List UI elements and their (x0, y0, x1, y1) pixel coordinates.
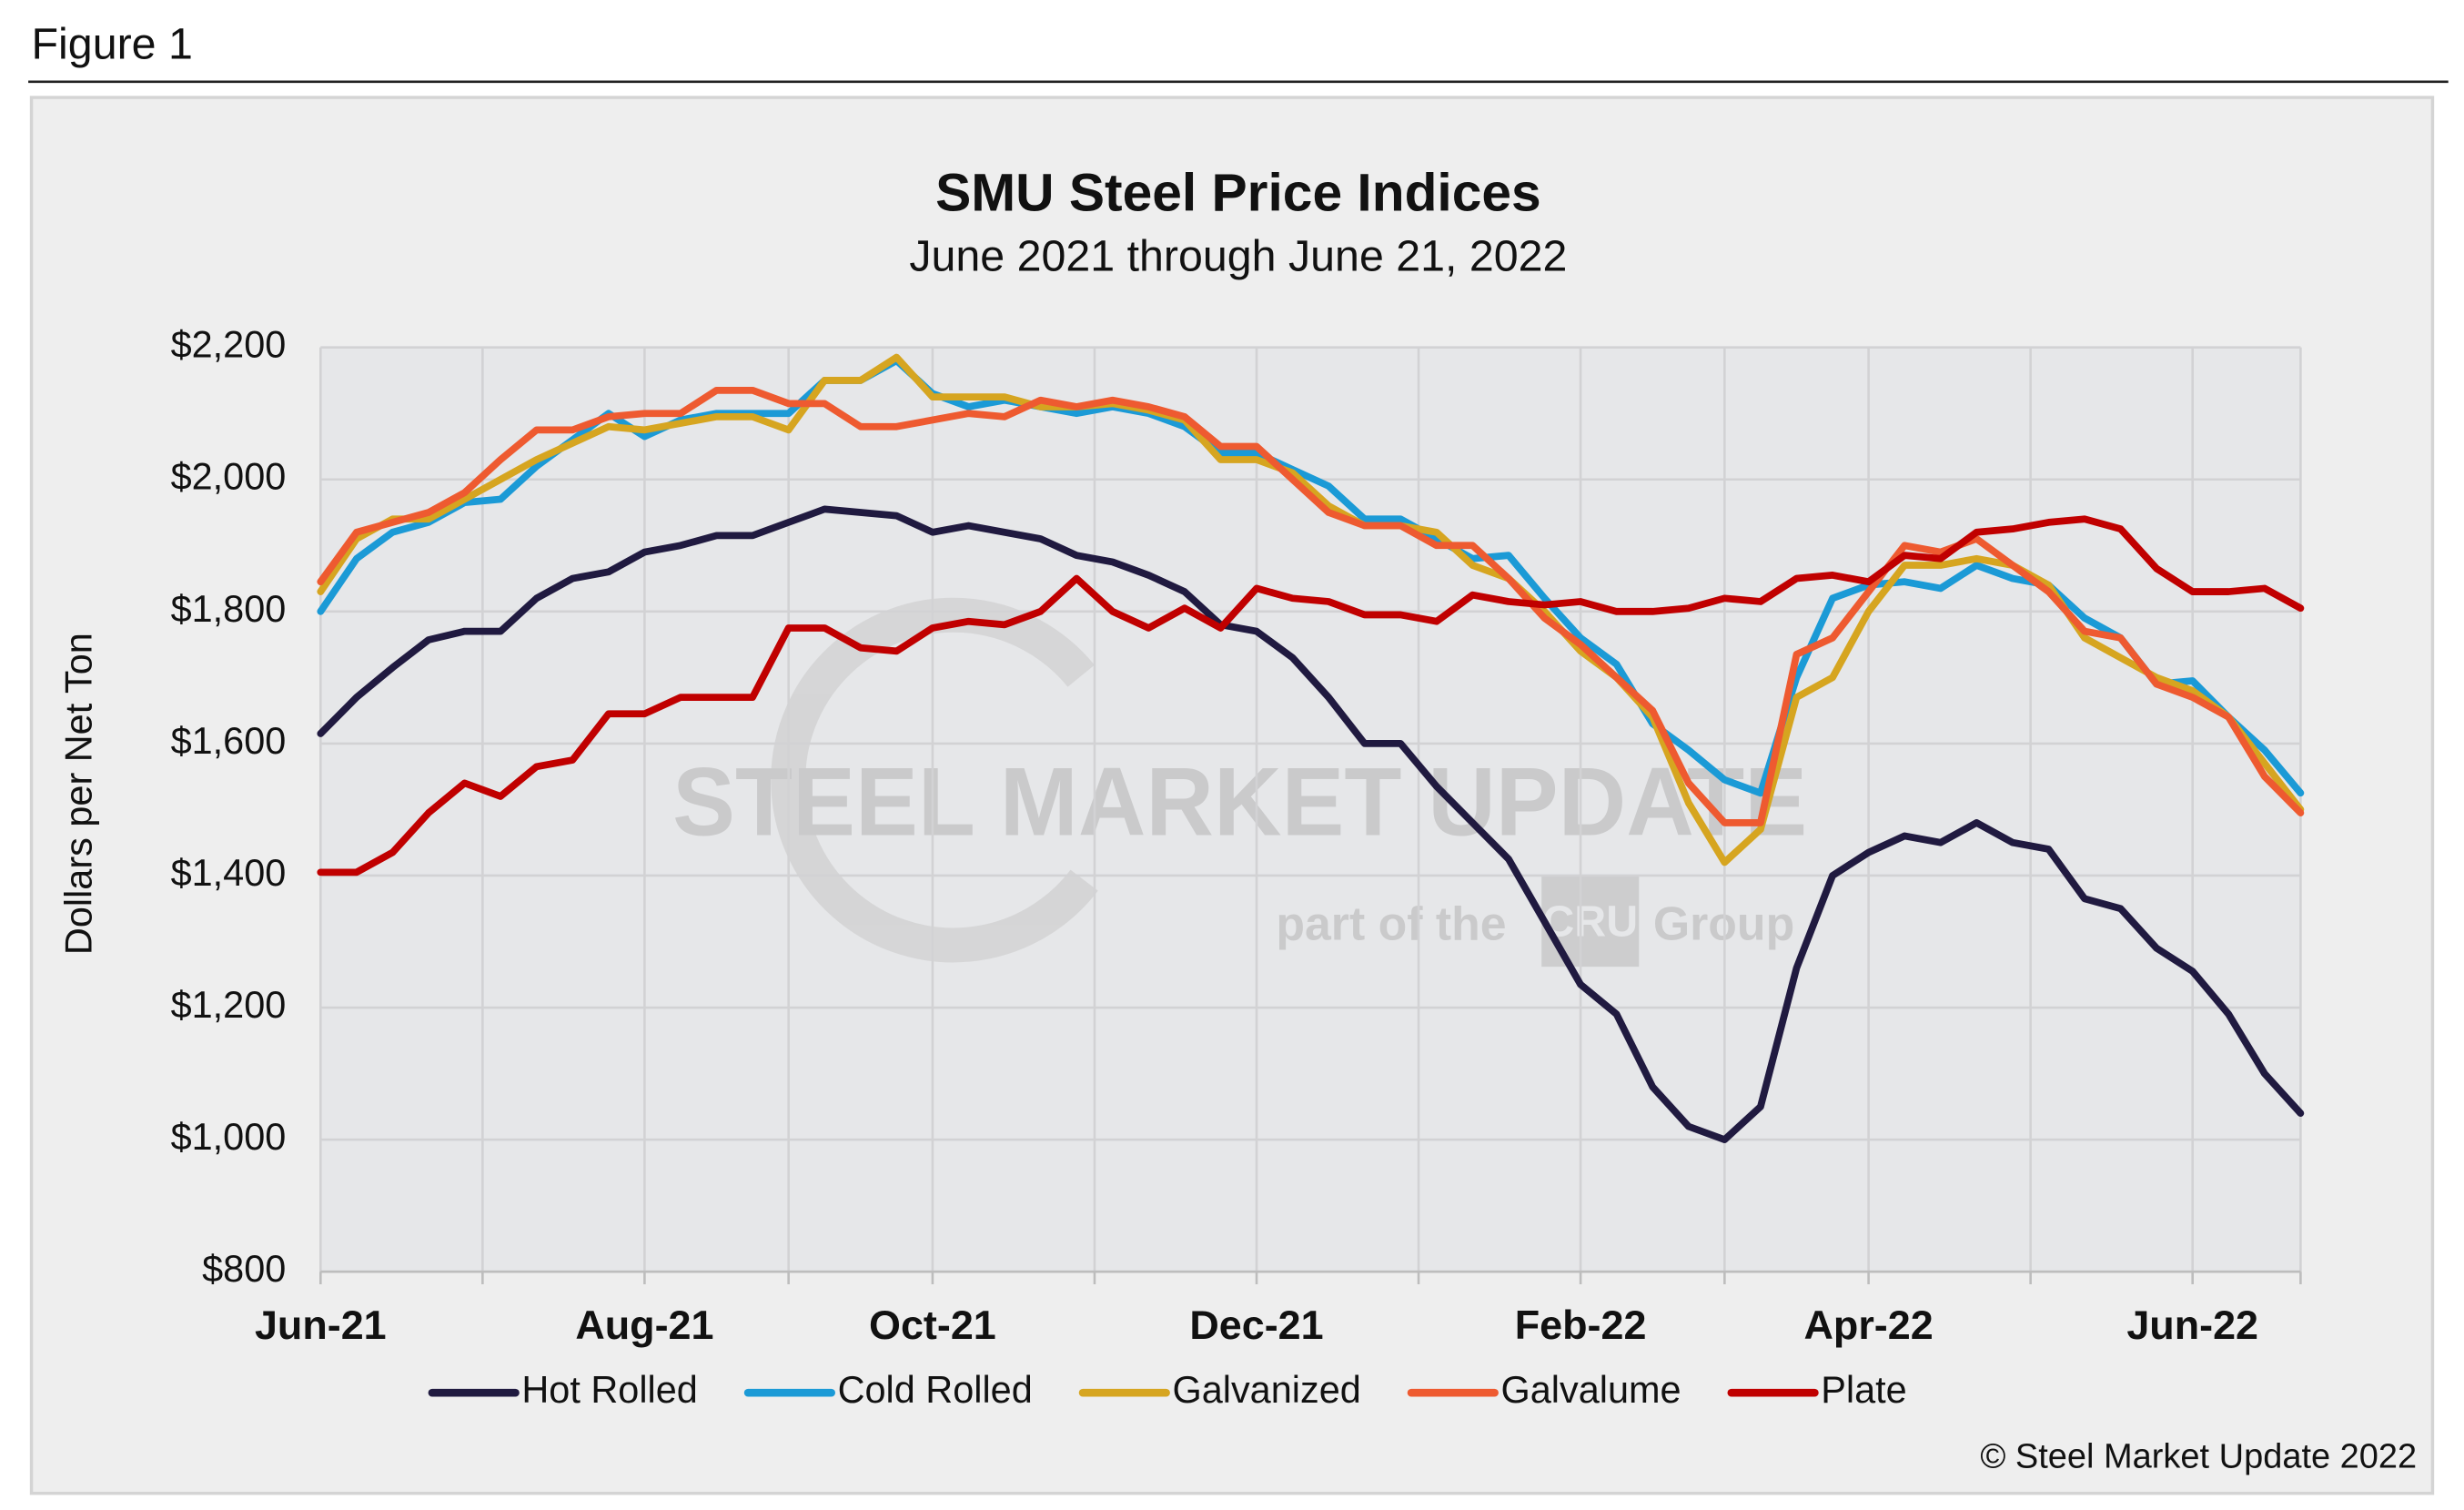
figure-label: Figure 1 (32, 20, 193, 69)
y-tick-label: $1,200 (171, 983, 287, 1026)
y-tick-label: $800 (202, 1247, 286, 1290)
plot-area (320, 347, 2301, 1272)
x-tick-label: Jun-22 (2126, 1302, 2258, 1348)
series-line (317, 505, 2305, 1143)
x-tick-label: Apr-22 (1804, 1302, 1934, 1348)
x-tick-label: Jun-21 (255, 1302, 387, 1348)
chart-subtitle: June 2021 through June 21, 2022 (909, 232, 1567, 281)
y-axis-title: Dollars per Net Ton (57, 633, 100, 955)
series-line (317, 357, 2305, 797)
series-line (317, 515, 2305, 877)
grid (319, 346, 2302, 1284)
watermark-logo: CRU (1542, 897, 1638, 946)
y-tick-label: $1,800 (171, 587, 287, 630)
copyright: © Steel Market Update 2022 (1980, 1438, 2417, 1476)
axis-labels: $800 $1,000 $1,200 $1,400 $1,600 $1,800 $2,000… (171, 323, 2258, 1349)
legend-label: Hot Rolled (521, 1368, 697, 1411)
watermark-tagline: part of the (1276, 897, 1506, 950)
legend-label: Galvalume (1501, 1368, 1681, 1411)
y-tick-label: $2,000 (171, 455, 287, 498)
y-tick-label: $2,200 (171, 323, 287, 366)
x-tick-label: Aug-21 (575, 1302, 713, 1348)
legend-label: Galvanized (1172, 1368, 1360, 1411)
y-tick-label: $1,000 (171, 1115, 287, 1158)
watermark: STEEL MARKET UPDATE part of the CRU Grou… (672, 597, 1807, 968)
series-lines (317, 353, 2305, 1143)
x-tick-label: Oct-21 (869, 1302, 996, 1348)
watermark-brand: STEEL MARKET UPDATE (672, 747, 1807, 856)
y-tick-label: $1,400 (171, 851, 287, 894)
series-line (317, 386, 2305, 826)
series-line (317, 353, 2305, 866)
x-tick-label: Dec-21 (1189, 1302, 1323, 1348)
legend-label: Cold Rolled (838, 1368, 1033, 1411)
legend: Hot Rolled Cold Rolled Galvanized Galvalume… (428, 1368, 1907, 1411)
legend-label: Plate (1821, 1368, 1906, 1411)
chart-title: SMU Steel Price Indices (935, 163, 1541, 222)
y-tick-label: $1,600 (171, 719, 287, 762)
x-tick-label: Feb-22 (1515, 1302, 1647, 1348)
